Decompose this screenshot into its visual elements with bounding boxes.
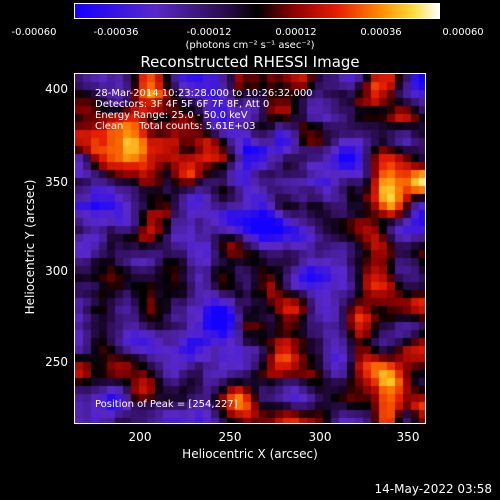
colorbar-units: (photons cm⁻² s⁻¹ asec⁻²) <box>185 40 315 51</box>
colorbar-gradient <box>75 4 439 18</box>
x-axis-label: Heliocentric X (arcsec) <box>182 447 318 461</box>
colorbar-tick: 0.00036 <box>360 27 402 38</box>
colorbar-ticks: -0.00060 -0.00036 -0.00012 0.00012 0.000… <box>0 27 500 39</box>
plot-title: Reconstructed RHESSI Image <box>140 53 360 71</box>
x-tick-label: 200 <box>128 430 152 444</box>
y-tick-label: 300 <box>45 264 68 278</box>
x-tick-label: 300 <box>308 430 332 444</box>
y-axis-label: Heliocentric Y (arcsec) <box>23 179 37 315</box>
info-energy-range: Energy Range: 25.0 - 50.0 keV <box>95 110 248 121</box>
date-stamp: 14-May-2022 03:58 <box>374 482 492 496</box>
x-tick-label: 250 <box>218 430 242 444</box>
image-plot: 28-Mar-2014 10:23:28.000 to 10:26:32.000… <box>74 73 426 424</box>
info-time-range: 28-Mar-2014 10:23:28.000 to 10:26:32.000 <box>95 88 313 99</box>
y-tick-label: 350 <box>45 175 68 189</box>
colorbar-tick: 0.00012 <box>275 27 317 38</box>
colorbar-tick: -0.00036 <box>93 27 139 38</box>
colorbar-tick: -0.00060 <box>11 27 57 38</box>
info-detectors: Detectors: 3F 4F 5F 6F 7F 8F, Att 0 <box>95 99 270 110</box>
colorbar-tick: 0.00060 <box>442 27 484 38</box>
colorbar <box>74 3 440 19</box>
colorbar-tick: -0.00012 <box>186 27 232 38</box>
y-tick-label: 250 <box>45 355 68 369</box>
rhessi-image <box>75 74 425 423</box>
y-tick-label: 400 <box>45 82 68 96</box>
x-tick-label: 350 <box>396 430 420 444</box>
peak-position-label: Position of Peak = [254,227] <box>95 399 238 410</box>
info-total-counts: Clean Total counts: 5.61E+03 <box>95 121 256 132</box>
